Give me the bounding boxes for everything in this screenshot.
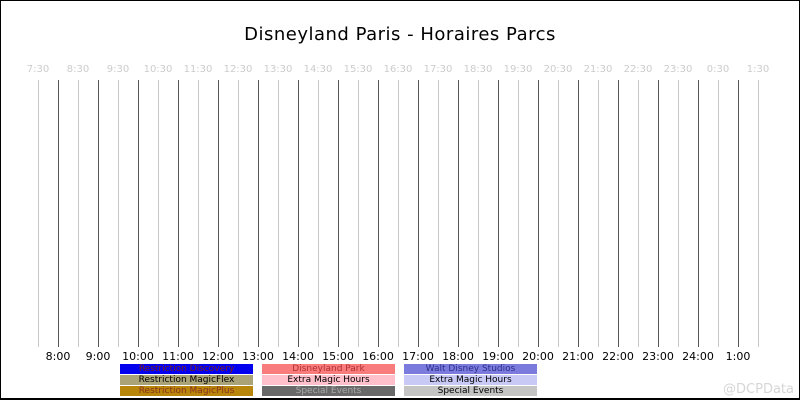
gridline-half-hour <box>678 80 679 347</box>
top-axis-tick: 9:30 <box>106 64 130 75</box>
legend-item-walt-disney-studios: Walt Disney Studios <box>404 364 537 374</box>
gridline-half-hour <box>278 80 279 347</box>
gridline-half-hour <box>198 80 199 347</box>
bottom-axis-tick: 24:00 <box>682 350 714 363</box>
bottom-axis-tick: 13:00 <box>242 350 274 363</box>
chart-title: Disneyland Paris - Horaires Parcs <box>244 24 556 45</box>
gridline-half-hour <box>438 80 439 347</box>
gridline-hour <box>58 80 59 347</box>
watermark: @DCPData <box>723 382 794 397</box>
gridline-hour <box>698 80 699 347</box>
bottom-axis-tick: 1:00 <box>725 350 751 363</box>
gridline-half-hour <box>398 80 399 347</box>
top-axis-tick: 22:30 <box>623 64 653 75</box>
gridline-half-hour <box>558 80 559 347</box>
bottom-axis-tick: 23:00 <box>642 350 674 363</box>
top-axis-tick: 21:30 <box>583 64 613 75</box>
gridline-half-hour <box>358 80 359 347</box>
top-axis-tick: 20:30 <box>543 64 573 75</box>
legend-item-restriction-discovery: Restriction Discovery <box>120 364 253 374</box>
gridline-half-hour <box>478 80 479 347</box>
bottom-axis-tick: 18:00 <box>442 350 474 363</box>
gridline-hour <box>738 80 739 347</box>
bottom-axis-tick: 8:00 <box>45 350 71 363</box>
gridline-hour <box>618 80 619 347</box>
top-axis-tick: 10:30 <box>143 64 173 75</box>
gridline-hour <box>578 80 579 347</box>
top-axis-tick: 8:30 <box>66 64 90 75</box>
bottom-axis-tick: 11:00 <box>162 350 194 363</box>
bottom-axis-tick: 9:00 <box>85 350 111 363</box>
top-axis-tick: 1:30 <box>746 64 770 75</box>
gridline-hour <box>178 80 179 347</box>
top-axis-tick: 0:30 <box>706 64 730 75</box>
gridline-half-hour <box>718 80 719 347</box>
gridline-half-hour <box>38 80 39 347</box>
legend-item-extra-magic-hours: Extra Magic Hours <box>262 375 395 385</box>
legend-item-restriction-magicplus: Restriction MagicPlus <box>120 386 253 396</box>
legend-item-extra-magic-hours: Extra Magic Hours <box>404 375 537 385</box>
gridline-hour <box>458 80 459 347</box>
gridline-half-hour <box>758 80 759 347</box>
gridline-hour <box>498 80 499 347</box>
gridline-hour <box>378 80 379 347</box>
bottom-axis-tick: 12:00 <box>202 350 234 363</box>
gridline-half-hour <box>318 80 319 347</box>
gridline-hour <box>418 80 419 347</box>
legend: Restriction Discovery Restriction MagicFl… <box>120 364 538 396</box>
gridline-half-hour <box>118 80 119 347</box>
bottom-axis-tick: 19:00 <box>482 350 514 363</box>
gridline-hour <box>138 80 139 347</box>
top-axis-tick: 15:30 <box>343 64 373 75</box>
bottom-axis-tick: 16:00 <box>362 350 394 363</box>
gridline-hour <box>338 80 339 347</box>
top-axis-tick: 11:30 <box>183 64 213 75</box>
bottom-axis-tick: 15:00 <box>322 350 354 363</box>
bottom-axis-tick: 10:00 <box>122 350 154 363</box>
gridline-half-hour <box>638 80 639 347</box>
gridline-hour <box>658 80 659 347</box>
top-axis-tick: 19:30 <box>503 64 533 75</box>
gridline-half-hour <box>158 80 159 347</box>
gridline-half-hour <box>238 80 239 347</box>
bottom-axis-tick: 21:00 <box>562 350 594 363</box>
bottom-axis-tick: 14:00 <box>282 350 314 363</box>
gridline-half-hour <box>78 80 79 347</box>
gridline-hour <box>538 80 539 347</box>
gridline-hour <box>298 80 299 347</box>
gridline-half-hour <box>598 80 599 347</box>
legend-item-special-events: Special Events <box>404 386 537 396</box>
top-axis-tick: 7:30 <box>26 64 50 75</box>
bottom-axis-tick: 22:00 <box>602 350 634 363</box>
gridline-hour <box>258 80 259 347</box>
top-axis-tick: 16:30 <box>383 64 413 75</box>
legend-item-special-events: Special Events <box>262 386 395 396</box>
top-axis-tick: 17:30 <box>423 64 453 75</box>
gridline-hour <box>218 80 219 347</box>
legend-item-restriction-magicflex: Restriction MagicFlex <box>120 375 253 385</box>
legend-item-disneyland-park: Disneyland Park <box>262 364 395 374</box>
gridline-half-hour <box>518 80 519 347</box>
bottom-axis-tick: 20:00 <box>522 350 554 363</box>
top-axis-tick: 18:30 <box>463 64 493 75</box>
gridline-hour <box>98 80 99 347</box>
top-axis-tick: 13:30 <box>263 64 293 75</box>
top-axis-tick: 14:30 <box>303 64 333 75</box>
top-axis-tick: 12:30 <box>223 64 253 75</box>
top-axis-tick: 23:30 <box>663 64 693 75</box>
bottom-axis-tick: 17:00 <box>402 350 434 363</box>
